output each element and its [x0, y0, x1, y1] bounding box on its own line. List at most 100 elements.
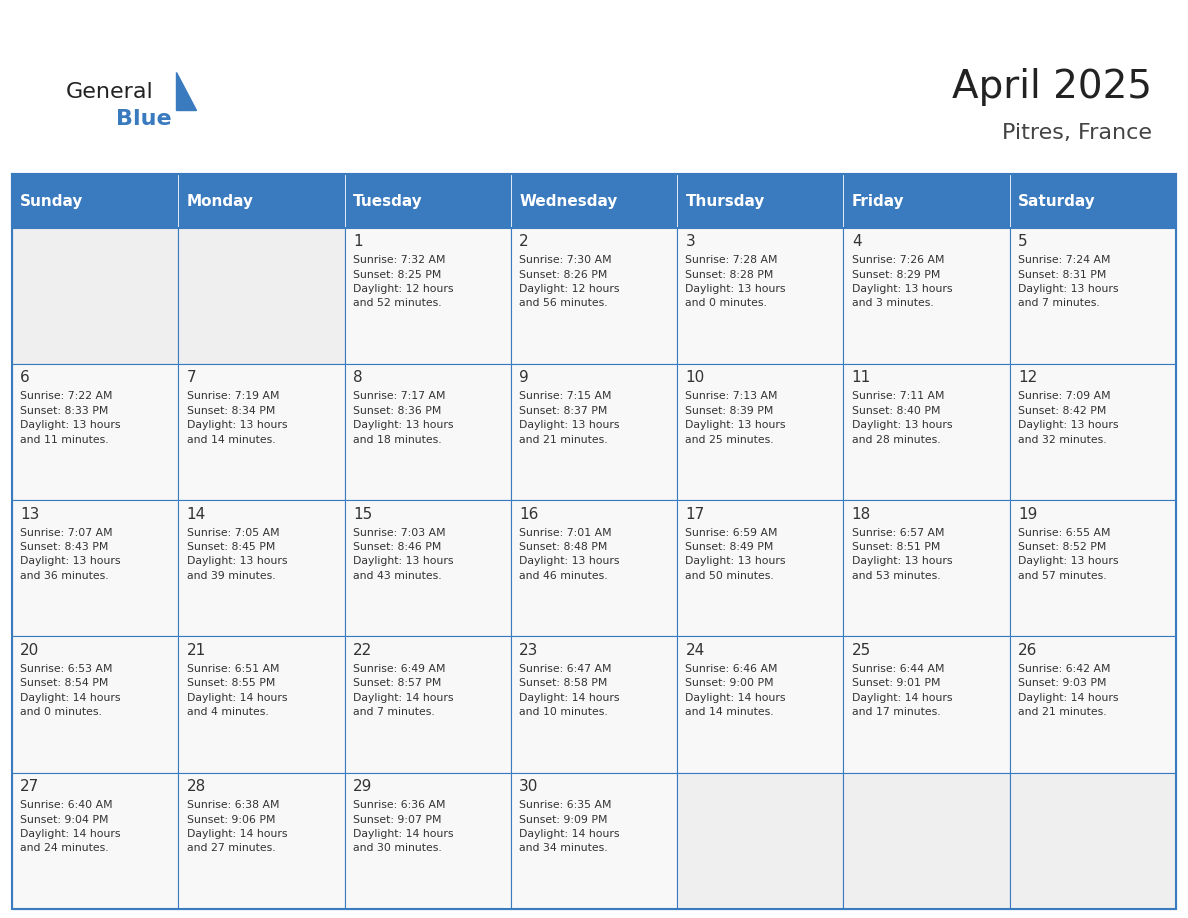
- FancyBboxPatch shape: [345, 636, 511, 773]
- Text: Sunrise: 7:11 AM
Sunset: 8:40 PM
Daylight: 13 hours
and 28 minutes.: Sunrise: 7:11 AM Sunset: 8:40 PM Dayligh…: [852, 391, 953, 444]
- FancyBboxPatch shape: [345, 773, 511, 909]
- Text: Sunrise: 6:40 AM
Sunset: 9:04 PM
Daylight: 14 hours
and 24 minutes.: Sunrise: 6:40 AM Sunset: 9:04 PM Dayligh…: [20, 800, 121, 854]
- Text: Sunrise: 6:46 AM
Sunset: 9:00 PM
Daylight: 14 hours
and 14 minutes.: Sunrise: 6:46 AM Sunset: 9:00 PM Dayligh…: [685, 664, 786, 717]
- Text: Sunrise: 6:53 AM
Sunset: 8:54 PM
Daylight: 14 hours
and 0 minutes.: Sunrise: 6:53 AM Sunset: 8:54 PM Dayligh…: [20, 664, 121, 717]
- Text: Sunrise: 6:55 AM
Sunset: 8:52 PM
Daylight: 13 hours
and 57 minutes.: Sunrise: 6:55 AM Sunset: 8:52 PM Dayligh…: [1018, 528, 1119, 581]
- FancyBboxPatch shape: [511, 636, 677, 773]
- Text: 17: 17: [685, 507, 704, 521]
- FancyBboxPatch shape: [511, 174, 677, 228]
- Text: Sunrise: 6:49 AM
Sunset: 8:57 PM
Daylight: 14 hours
and 7 minutes.: Sunrise: 6:49 AM Sunset: 8:57 PM Dayligh…: [353, 664, 454, 717]
- FancyBboxPatch shape: [178, 500, 345, 636]
- Text: 4: 4: [852, 234, 861, 249]
- Text: Sunrise: 6:44 AM
Sunset: 9:01 PM
Daylight: 14 hours
and 17 minutes.: Sunrise: 6:44 AM Sunset: 9:01 PM Dayligh…: [852, 664, 953, 717]
- FancyBboxPatch shape: [843, 636, 1010, 773]
- Polygon shape: [176, 72, 196, 110]
- Text: Sunrise: 6:57 AM
Sunset: 8:51 PM
Daylight: 13 hours
and 53 minutes.: Sunrise: 6:57 AM Sunset: 8:51 PM Dayligh…: [852, 528, 953, 581]
- FancyBboxPatch shape: [843, 364, 1010, 500]
- Text: 13: 13: [20, 507, 39, 521]
- FancyBboxPatch shape: [1010, 500, 1176, 636]
- Text: 27: 27: [20, 779, 39, 794]
- Text: Wednesday: Wednesday: [519, 194, 618, 208]
- FancyBboxPatch shape: [677, 174, 843, 228]
- Text: 10: 10: [685, 370, 704, 386]
- FancyBboxPatch shape: [12, 364, 178, 500]
- FancyBboxPatch shape: [12, 773, 178, 909]
- FancyBboxPatch shape: [843, 500, 1010, 636]
- Text: Sunrise: 6:42 AM
Sunset: 9:03 PM
Daylight: 14 hours
and 21 minutes.: Sunrise: 6:42 AM Sunset: 9:03 PM Dayligh…: [1018, 664, 1119, 717]
- Text: Sunrise: 7:15 AM
Sunset: 8:37 PM
Daylight: 13 hours
and 21 minutes.: Sunrise: 7:15 AM Sunset: 8:37 PM Dayligh…: [519, 391, 620, 444]
- Text: Sunrise: 7:28 AM
Sunset: 8:28 PM
Daylight: 13 hours
and 0 minutes.: Sunrise: 7:28 AM Sunset: 8:28 PM Dayligh…: [685, 255, 786, 308]
- FancyBboxPatch shape: [511, 228, 677, 364]
- FancyBboxPatch shape: [178, 773, 345, 909]
- Text: Sunrise: 7:24 AM
Sunset: 8:31 PM
Daylight: 13 hours
and 7 minutes.: Sunrise: 7:24 AM Sunset: 8:31 PM Dayligh…: [1018, 255, 1119, 308]
- Text: Sunrise: 7:07 AM
Sunset: 8:43 PM
Daylight: 13 hours
and 36 minutes.: Sunrise: 7:07 AM Sunset: 8:43 PM Dayligh…: [20, 528, 121, 581]
- FancyBboxPatch shape: [843, 773, 1010, 909]
- Text: 22: 22: [353, 643, 372, 658]
- Text: Sunrise: 6:38 AM
Sunset: 9:06 PM
Daylight: 14 hours
and 27 minutes.: Sunrise: 6:38 AM Sunset: 9:06 PM Dayligh…: [187, 800, 287, 854]
- FancyBboxPatch shape: [178, 174, 345, 228]
- FancyBboxPatch shape: [677, 364, 843, 500]
- Text: 7: 7: [187, 370, 196, 386]
- FancyBboxPatch shape: [511, 500, 677, 636]
- Text: Sunrise: 7:09 AM
Sunset: 8:42 PM
Daylight: 13 hours
and 32 minutes.: Sunrise: 7:09 AM Sunset: 8:42 PM Dayligh…: [1018, 391, 1119, 444]
- FancyBboxPatch shape: [511, 773, 677, 909]
- Text: 26: 26: [1018, 643, 1037, 658]
- FancyBboxPatch shape: [1010, 636, 1176, 773]
- Text: Sunrise: 6:36 AM
Sunset: 9:07 PM
Daylight: 14 hours
and 30 minutes.: Sunrise: 6:36 AM Sunset: 9:07 PM Dayligh…: [353, 800, 454, 854]
- Text: 12: 12: [1018, 370, 1037, 386]
- FancyBboxPatch shape: [1010, 228, 1176, 364]
- Text: Sunrise: 7:01 AM
Sunset: 8:48 PM
Daylight: 13 hours
and 46 minutes.: Sunrise: 7:01 AM Sunset: 8:48 PM Dayligh…: [519, 528, 620, 581]
- Text: April 2025: April 2025: [953, 68, 1152, 106]
- FancyBboxPatch shape: [1010, 364, 1176, 500]
- Text: Friday: Friday: [852, 194, 904, 208]
- Text: 1: 1: [353, 234, 362, 249]
- FancyBboxPatch shape: [345, 500, 511, 636]
- Text: 6: 6: [20, 370, 30, 386]
- FancyBboxPatch shape: [511, 364, 677, 500]
- FancyBboxPatch shape: [345, 364, 511, 500]
- Text: 16: 16: [519, 507, 538, 521]
- FancyBboxPatch shape: [677, 500, 843, 636]
- Text: Tuesday: Tuesday: [353, 194, 423, 208]
- FancyBboxPatch shape: [843, 174, 1010, 228]
- Text: Saturday: Saturday: [1018, 194, 1095, 208]
- FancyBboxPatch shape: [178, 636, 345, 773]
- Text: 28: 28: [187, 779, 206, 794]
- FancyBboxPatch shape: [12, 636, 178, 773]
- FancyBboxPatch shape: [677, 228, 843, 364]
- Text: 25: 25: [852, 643, 871, 658]
- Text: 30: 30: [519, 779, 538, 794]
- Text: Sunrise: 7:30 AM
Sunset: 8:26 PM
Daylight: 12 hours
and 56 minutes.: Sunrise: 7:30 AM Sunset: 8:26 PM Dayligh…: [519, 255, 620, 308]
- Text: 20: 20: [20, 643, 39, 658]
- Text: Monday: Monday: [187, 194, 253, 208]
- Text: 29: 29: [353, 779, 372, 794]
- Text: Sunday: Sunday: [20, 194, 83, 208]
- Text: 21: 21: [187, 643, 206, 658]
- Text: Sunrise: 7:17 AM
Sunset: 8:36 PM
Daylight: 13 hours
and 18 minutes.: Sunrise: 7:17 AM Sunset: 8:36 PM Dayligh…: [353, 391, 454, 444]
- Text: Sunrise: 7:19 AM
Sunset: 8:34 PM
Daylight: 13 hours
and 14 minutes.: Sunrise: 7:19 AM Sunset: 8:34 PM Dayligh…: [187, 391, 287, 444]
- FancyBboxPatch shape: [345, 174, 511, 228]
- FancyBboxPatch shape: [178, 228, 345, 364]
- Text: Sunrise: 6:59 AM
Sunset: 8:49 PM
Daylight: 13 hours
and 50 minutes.: Sunrise: 6:59 AM Sunset: 8:49 PM Dayligh…: [685, 528, 786, 581]
- Text: 24: 24: [685, 643, 704, 658]
- Text: 14: 14: [187, 507, 206, 521]
- Text: 5: 5: [1018, 234, 1028, 249]
- Text: Sunrise: 7:05 AM
Sunset: 8:45 PM
Daylight: 13 hours
and 39 minutes.: Sunrise: 7:05 AM Sunset: 8:45 PM Dayligh…: [187, 528, 287, 581]
- Text: Sunrise: 7:03 AM
Sunset: 8:46 PM
Daylight: 13 hours
and 43 minutes.: Sunrise: 7:03 AM Sunset: 8:46 PM Dayligh…: [353, 528, 454, 581]
- FancyBboxPatch shape: [1010, 773, 1176, 909]
- Text: Pitres, France: Pitres, France: [1003, 123, 1152, 143]
- Text: 18: 18: [852, 507, 871, 521]
- FancyBboxPatch shape: [345, 228, 511, 364]
- Text: Sunrise: 6:47 AM
Sunset: 8:58 PM
Daylight: 14 hours
and 10 minutes.: Sunrise: 6:47 AM Sunset: 8:58 PM Dayligh…: [519, 664, 620, 717]
- Text: General: General: [65, 82, 153, 102]
- Text: 15: 15: [353, 507, 372, 521]
- Text: Sunrise: 6:51 AM
Sunset: 8:55 PM
Daylight: 14 hours
and 4 minutes.: Sunrise: 6:51 AM Sunset: 8:55 PM Dayligh…: [187, 664, 287, 717]
- Text: Sunrise: 6:35 AM
Sunset: 9:09 PM
Daylight: 14 hours
and 34 minutes.: Sunrise: 6:35 AM Sunset: 9:09 PM Dayligh…: [519, 800, 620, 854]
- Text: 19: 19: [1018, 507, 1037, 521]
- Text: Blue: Blue: [116, 109, 172, 129]
- FancyBboxPatch shape: [12, 228, 178, 364]
- FancyBboxPatch shape: [677, 773, 843, 909]
- FancyBboxPatch shape: [178, 364, 345, 500]
- Text: Sunrise: 7:32 AM
Sunset: 8:25 PM
Daylight: 12 hours
and 52 minutes.: Sunrise: 7:32 AM Sunset: 8:25 PM Dayligh…: [353, 255, 454, 308]
- Text: 2: 2: [519, 234, 529, 249]
